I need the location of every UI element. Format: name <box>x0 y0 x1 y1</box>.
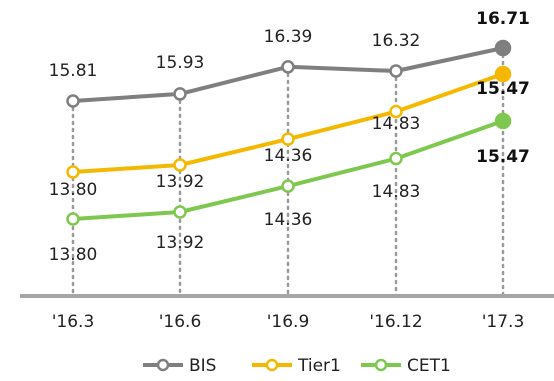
data-point-cet1 <box>389 151 403 166</box>
data-label-tier1: 13.92 <box>156 172 205 192</box>
x-tick-label: '16.9 <box>267 312 310 332</box>
data-label-bis: 15.93 <box>156 53 205 73</box>
legend-label: CET1 <box>407 356 451 376</box>
legend-label: Tier1 <box>297 356 341 376</box>
data-point-bis <box>494 39 512 57</box>
data-label-bis: 16.32 <box>372 31 421 51</box>
data-label-cet1: 15.47 <box>476 147 530 167</box>
data-label-cet1: 13.80 <box>49 245 98 265</box>
x-tick-label: '17.3 <box>482 312 525 332</box>
data-point-tier1 <box>281 132 295 146</box>
data-label-cet1: 13.92 <box>156 233 205 253</box>
data-label-bis: 16.71 <box>476 9 530 29</box>
data-point-cet1 <box>494 112 512 130</box>
data-label-bis: 16.39 <box>264 27 313 47</box>
data-point-bis <box>66 94 80 108</box>
data-label-bis: 15.81 <box>49 61 98 81</box>
data-label-cet1: 14.36 <box>264 210 313 230</box>
legend-marker <box>156 358 170 372</box>
legend-marker <box>374 358 388 372</box>
data-label-tier1: 14.36 <box>264 146 313 166</box>
data-point-tier1 <box>494 65 512 83</box>
legend-marker <box>265 358 279 372</box>
data-label-cet1: 14.83 <box>372 182 421 202</box>
x-tick-label: '16.12 <box>369 312 422 332</box>
data-point-bis <box>173 87 187 101</box>
data-label-tier1: 14.83 <box>372 114 421 134</box>
legend-item-cet1: CET1 <box>361 356 451 376</box>
data-point-tier1 <box>389 104 403 119</box>
data-point-cet1 <box>173 205 187 219</box>
data-point-tier1 <box>173 158 187 172</box>
data-label-tier1: 13.80 <box>49 180 98 200</box>
data-point-cet1 <box>281 179 295 193</box>
data-point-bis <box>281 60 295 74</box>
data-point-bis <box>389 64 403 78</box>
data-point-cet1 <box>66 212 80 226</box>
data-label-tier1: 15.47 <box>476 79 530 99</box>
legend-label: BIS <box>189 356 216 376</box>
data-point-tier1 <box>66 165 80 179</box>
x-tick-label: '16.3 <box>52 312 95 332</box>
x-tick-label: '16.6 <box>159 312 202 332</box>
legend-item-tier1: Tier1 <box>252 356 341 376</box>
legend-item-bis: BIS <box>143 356 216 376</box>
